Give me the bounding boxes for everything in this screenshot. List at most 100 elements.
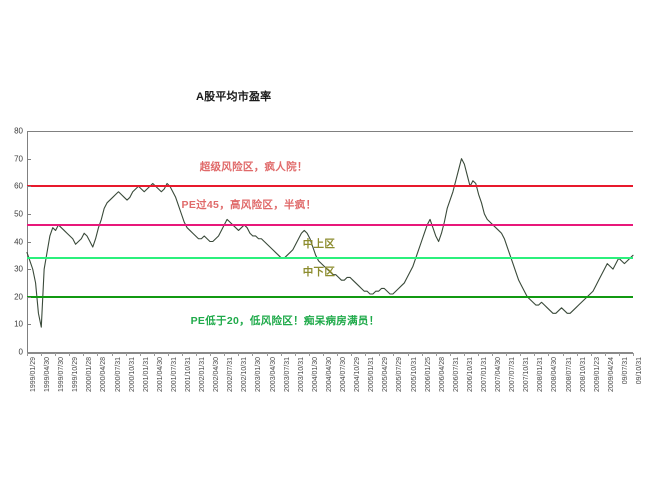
x-tick-label: 2002/10/31 bbox=[241, 357, 249, 393]
x-tick-label: 2006/01/25 bbox=[424, 357, 432, 393]
low-risk-line bbox=[27, 295, 633, 298]
x-tick-label: 1999/04/30 bbox=[44, 357, 52, 393]
x-tick-mark bbox=[97, 353, 99, 356]
x-tick-label: 2001/04/30 bbox=[156, 357, 164, 393]
x-tick-label: 2008/04/30 bbox=[551, 357, 559, 393]
x-tick-mark bbox=[238, 353, 240, 356]
x-tick-label: 2003/07/31 bbox=[283, 357, 291, 393]
x-tick-mark bbox=[421, 353, 423, 356]
x-tick-mark bbox=[252, 353, 254, 356]
y-tick-label: 60 bbox=[14, 181, 23, 191]
x-tick-mark bbox=[534, 353, 536, 356]
x-tick-label: 2007/10/31 bbox=[523, 357, 531, 393]
x-tick-label: 2002/04/30 bbox=[213, 357, 221, 393]
x-tick-label: 2005/01/31 bbox=[368, 357, 376, 393]
x-tick-mark bbox=[196, 353, 198, 356]
x-tick-mark bbox=[139, 353, 141, 356]
y-tick-mark bbox=[27, 131, 31, 132]
high-risk-note: PE过45，高风险区，半疯！ bbox=[181, 199, 317, 212]
x-tick-mark bbox=[351, 353, 353, 356]
x-tick-label: 2000/07/31 bbox=[114, 357, 122, 393]
x-tick-mark bbox=[322, 353, 324, 356]
x-tick-label: 2004/01/30 bbox=[311, 357, 319, 393]
x-axis-labels: 1999/01/29 1999/04/30 1999/07/30 1999/10/29… bbox=[27, 357, 643, 417]
x-tick-mark bbox=[41, 353, 43, 356]
x-tick-mark bbox=[393, 353, 395, 356]
super-risk-line bbox=[27, 185, 633, 188]
mid-line bbox=[27, 257, 633, 260]
x-tick-mark bbox=[435, 353, 437, 356]
x-tick-mark bbox=[69, 353, 71, 356]
x-tick-label: 2001/07/31 bbox=[170, 357, 178, 393]
y-tick-label: 70 bbox=[14, 154, 23, 164]
x-tick-mark bbox=[280, 353, 282, 356]
x-tick-mark bbox=[308, 353, 310, 356]
x-tick-label: 1999/01/29 bbox=[30, 357, 37, 393]
y-tick-mark bbox=[27, 186, 31, 188]
x-tick-label: 2008/10/31 bbox=[579, 357, 587, 393]
x-tick-mark bbox=[379, 353, 381, 356]
x-tick-label: 2000/01/28 bbox=[86, 357, 94, 393]
low-risk-note: PE低于20，低风险区！痴呆病房满员！ bbox=[190, 315, 380, 328]
x-tick-label: 2001/01/31 bbox=[142, 357, 150, 393]
plot-area: 超级风险区，疯人院！ PE过45，高风险区，半疯！ 中上区中下区 PE低于20，低风险… bbox=[26, 131, 634, 352]
x-tick-mark bbox=[294, 353, 296, 356]
x-tick-label: 2007/01/31 bbox=[480, 357, 488, 393]
y-tick-mark bbox=[27, 158, 31, 160]
x-tick-mark bbox=[55, 353, 57, 356]
x-tick-mark bbox=[125, 353, 127, 356]
x-tick-label: 1999/07/30 bbox=[58, 357, 66, 393]
x-tick-label: 1999/10/29 bbox=[72, 357, 80, 393]
x-tick-label: 2005/07/29 bbox=[396, 357, 404, 393]
x-tick-label: 2008/07/31 bbox=[565, 357, 573, 393]
y-tick-label: 10 bbox=[14, 319, 23, 329]
x-tick-mark bbox=[153, 353, 155, 356]
x-tick-label: 2004/10/29 bbox=[354, 357, 362, 393]
x-tick-mark bbox=[27, 353, 28, 356]
y-tick-label: 40 bbox=[14, 237, 23, 246]
y-tick-label: 0 bbox=[18, 347, 23, 357]
super-risk-note: 超级风险区，疯人院！ bbox=[199, 160, 308, 173]
x-tick-label: 2005/10/31 bbox=[410, 357, 418, 393]
x-tick-label: 2004/04/30 bbox=[325, 357, 333, 393]
y-axis: 0 10 20 30 40 50 60 70 80 bbox=[0, 127, 23, 357]
x-tick-mark bbox=[562, 353, 564, 356]
y-tick-mark bbox=[27, 241, 31, 243]
x-tick-label: 2009/04/24 bbox=[607, 357, 615, 393]
x-tick-mark bbox=[618, 353, 620, 356]
y-tick-mark bbox=[27, 213, 31, 215]
x-tick-mark bbox=[477, 353, 479, 356]
x-tick-mark bbox=[492, 353, 494, 356]
series-line-a-share-pe bbox=[26, 158, 634, 328]
x-tick-label: 09/10/31 bbox=[636, 357, 643, 385]
x-tick-label: 2006/07/31 bbox=[452, 357, 460, 393]
x-tick-label: 2002/07/31 bbox=[227, 357, 235, 393]
x-tick-label: 2001/10/31 bbox=[185, 357, 193, 393]
x-tick-mark bbox=[182, 353, 184, 356]
x-tick-mark bbox=[224, 353, 226, 356]
x-tick-mark bbox=[365, 353, 367, 356]
upper-mid-zone: 中上区 bbox=[302, 237, 336, 250]
x-tick-mark bbox=[604, 353, 606, 356]
lower-mid-zone: 中下区 bbox=[302, 265, 336, 278]
x-tick-mark bbox=[449, 353, 451, 356]
x-tick-mark bbox=[407, 353, 409, 356]
x-tick-label: 2004/07/30 bbox=[340, 357, 348, 393]
x-tick-mark bbox=[548, 353, 550, 356]
chart-title: A股平均市盈率 bbox=[196, 91, 272, 103]
x-tick-mark bbox=[266, 353, 268, 356]
x-tick-mark bbox=[167, 353, 169, 356]
x-tick-label: 2008/01/31 bbox=[537, 357, 545, 393]
high-risk-line bbox=[27, 223, 633, 226]
y-tick-label: 30 bbox=[14, 264, 23, 274]
y-tick-mark bbox=[27, 324, 31, 326]
y-tick-mark bbox=[27, 269, 31, 271]
x-tick-label: 2009/01/23 bbox=[593, 357, 601, 393]
y-tick-label: 80 bbox=[14, 126, 23, 136]
x-tick-label: 2006/04/28 bbox=[438, 357, 446, 393]
y-tick-label: 50 bbox=[14, 209, 23, 219]
x-tick-label: 2003/10/31 bbox=[297, 357, 305, 393]
x-axis-line bbox=[27, 352, 633, 354]
x-tick-label: 2006/10/31 bbox=[466, 357, 474, 393]
